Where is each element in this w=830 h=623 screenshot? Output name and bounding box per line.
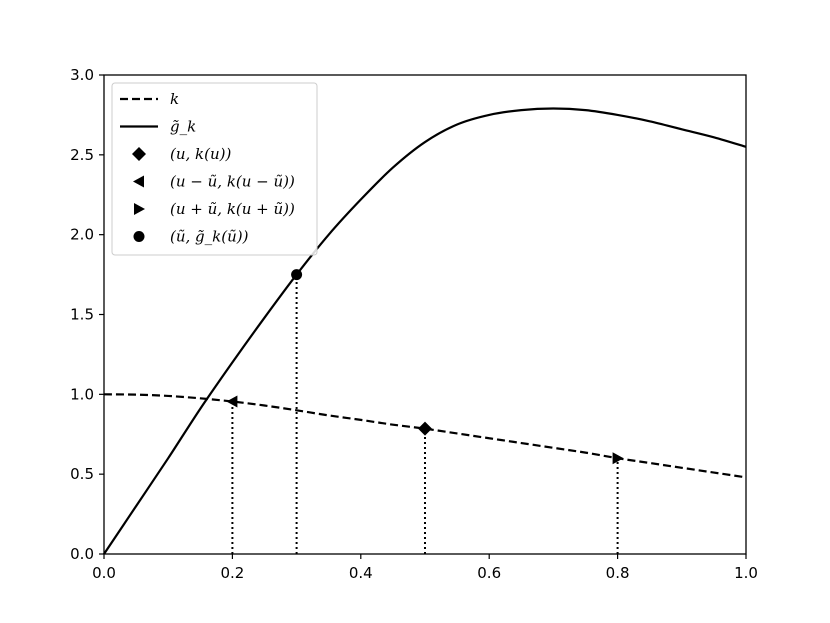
x-tick-label: 0.6 (477, 564, 501, 582)
y-tick-label: 3.0 (70, 66, 94, 84)
legend: k g̃_k (u, k(u)) (u − ũ, k(u − ũ)) (u + ũ, k… (111, 82, 318, 256)
axes: 0.0 0.2 0.4 0.6 0.8 1.0 0.0 0.5 1.0 1.5 2.0 2.5 3.0 (70, 66, 758, 582)
legend-entry: g̃_k (120, 118, 196, 136)
legend-box (111, 82, 318, 256)
legend-swatch-circle (133, 231, 145, 242)
y-tick-label: 2.5 (70, 146, 94, 164)
y-tick-label: 2.0 (70, 226, 94, 244)
y-tick-label: 0.0 (70, 545, 94, 563)
marker-triangle-left (226, 395, 238, 408)
legend-entry: (u, k(u)) (132, 145, 232, 163)
marker-diamond (418, 421, 432, 436)
y-tick-label: 1.0 (70, 385, 94, 403)
legend-label: (ũ, g̃_k(ũ)) (170, 228, 249, 246)
y-tick-label: 0.5 (70, 465, 94, 483)
x-tick-label: 0.8 (606, 564, 630, 582)
legend-label: (u + ũ, k(u + ũ)) (170, 200, 295, 218)
x-tick-label: 0.0 (92, 564, 116, 582)
x-tick-label: 0.2 (220, 564, 244, 582)
legend-label: (u, k(u)) (170, 145, 232, 163)
legend-label: (u − ũ, k(u − ũ)) (170, 173, 295, 191)
series-line-0 (103, 393, 747, 479)
series-line-1 (103, 107, 747, 555)
legend-label: g̃_k (170, 118, 196, 136)
marker-triangle-right (612, 452, 624, 465)
legend-swatch-triangle-right (134, 203, 145, 215)
legend-entry: k (120, 90, 179, 108)
legend-swatch-triangle-left (133, 175, 144, 188)
legend-entry: (u + ũ, k(u + ũ)) (134, 200, 295, 218)
y-tick-label: 1.5 (70, 306, 94, 324)
legend-label: k (170, 90, 179, 108)
data-markers (226, 269, 624, 465)
legend-entry: (u − ũ, k(u − ũ)) (133, 173, 295, 191)
x-tick-label: 0.4 (349, 564, 373, 582)
legend-swatch-diamond (132, 147, 146, 161)
marker-circle (291, 269, 303, 281)
vertical-guides (231, 274, 619, 554)
legend-entry: (ũ, g̃_k(ũ)) (133, 228, 249, 246)
series-lines (103, 107, 747, 555)
x-tick-label: 1.0 (734, 564, 758, 582)
